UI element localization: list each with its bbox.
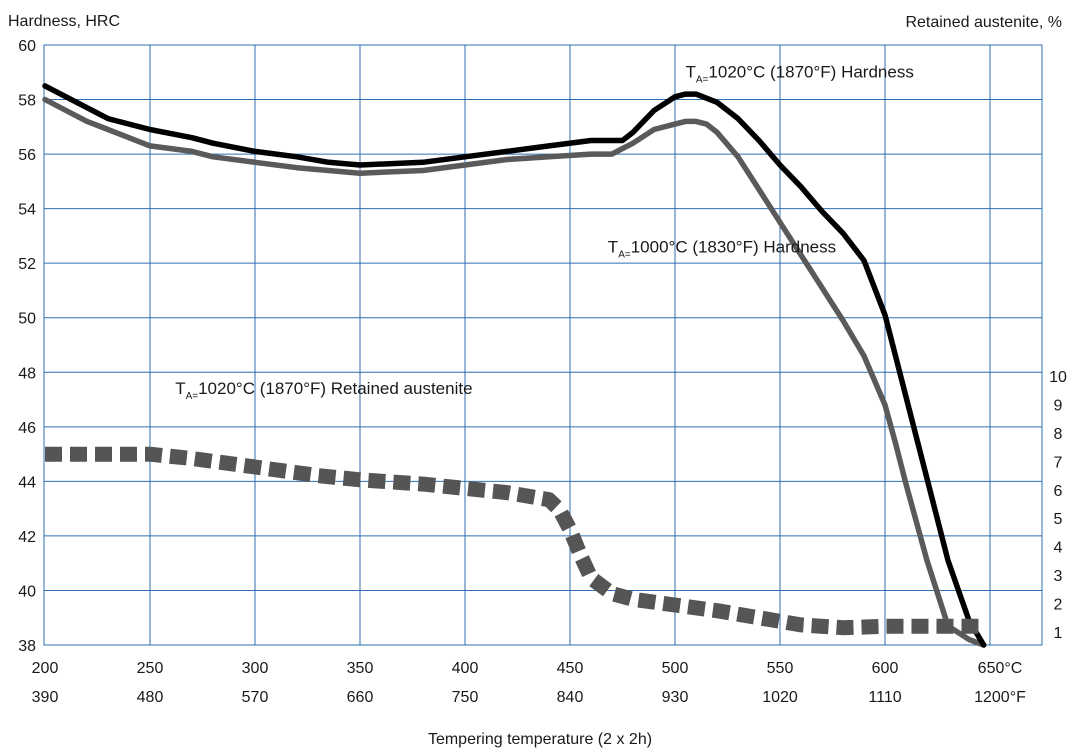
y-right-tick-label: 6 bbox=[1054, 483, 1063, 500]
y-right-tick-label: 5 bbox=[1054, 511, 1063, 528]
left-axis-title: Hardness, HRC bbox=[8, 13, 120, 30]
x-tick-label-celsius: 200 bbox=[32, 660, 59, 677]
series-annotation: TA=1020°C (1870°F) Hardness bbox=[686, 63, 914, 86]
x-tick-label-fahrenheit: 1200°F bbox=[974, 689, 1026, 706]
right-axis-title: Retained austenite, % bbox=[905, 14, 1062, 31]
series-annotation: TA=1020°C (1870°F) Retained austenite bbox=[175, 379, 472, 402]
x-tick-label-celsius: 500 bbox=[662, 660, 689, 677]
plot-frame bbox=[43, 44, 1043, 646]
x-tick-label-fahrenheit: 390 bbox=[32, 689, 59, 706]
y-right-tick-label: 2 bbox=[1054, 597, 1063, 614]
x-tick-label-fahrenheit: 480 bbox=[137, 689, 164, 706]
series-line bbox=[42, 96, 987, 648]
x-tick-label-fahrenheit: 750 bbox=[452, 689, 479, 706]
y-left-tick-label: 58 bbox=[18, 93, 36, 110]
y-right-tick-label: 10 bbox=[1049, 369, 1067, 386]
y-right-tick-label: 7 bbox=[1054, 454, 1063, 471]
series-line bbox=[45, 446, 984, 636]
x-tick-label-fahrenheit: 930 bbox=[662, 689, 689, 706]
series-layer bbox=[42, 83, 987, 648]
y-right-tick-label: 8 bbox=[1054, 426, 1063, 443]
y-left-tick-label: 42 bbox=[18, 529, 36, 546]
x-tick-label-celsius: 600 bbox=[872, 660, 899, 677]
y-left-tick-label: 60 bbox=[18, 38, 36, 55]
annotations-layer: TA=1020°C (1870°F) Hardness TA=1000°C (18… bbox=[175, 63, 914, 402]
x-tick-label-celsius: 400 bbox=[452, 660, 479, 677]
y-left-tick-label: 52 bbox=[18, 256, 36, 273]
y-left-tick-label: 44 bbox=[18, 474, 36, 491]
y-left-tick-label: 40 bbox=[18, 583, 36, 600]
x-tick-label-celsius: 300 bbox=[242, 660, 269, 677]
x-tick-label-celsius: 650°C bbox=[978, 660, 1023, 677]
series-annotation: TA=1000°C (1830°F) Hardness bbox=[608, 237, 836, 260]
x-tick-label-fahrenheit: 660 bbox=[347, 689, 374, 706]
x-tick-label-fahrenheit: 1020 bbox=[762, 689, 798, 706]
y-left-tick-label: 38 bbox=[18, 638, 36, 655]
y-right-tick-label: 1 bbox=[1054, 625, 1063, 642]
y-left-tick-label: 56 bbox=[18, 147, 36, 164]
y-left-tick-label: 46 bbox=[18, 420, 36, 437]
x-tick-label-celsius: 350 bbox=[347, 660, 374, 677]
grid bbox=[44, 45, 1042, 645]
x-tick-label-fahrenheit: 1110 bbox=[868, 689, 901, 706]
x-axis-title: Tempering temperature (2 x 2h) bbox=[428, 731, 652, 748]
tick-labels: 3840424446485052545658601234567891020039… bbox=[18, 38, 1067, 706]
x-tick-label-celsius: 250 bbox=[137, 660, 164, 677]
x-tick-label-fahrenheit: 840 bbox=[557, 689, 584, 706]
y-left-tick-label: 54 bbox=[18, 202, 36, 219]
x-tick-label-celsius: 550 bbox=[767, 660, 794, 677]
y-right-tick-label: 3 bbox=[1054, 568, 1063, 585]
x-tick-label-fahrenheit: 570 bbox=[242, 689, 269, 706]
y-right-tick-label: 4 bbox=[1054, 540, 1063, 557]
y-right-tick-label: 9 bbox=[1054, 397, 1063, 414]
y-left-tick-label: 48 bbox=[18, 365, 36, 382]
y-left-tick-label: 50 bbox=[18, 311, 36, 328]
x-tick-label-celsius: 450 bbox=[557, 660, 584, 677]
series-line bbox=[42, 83, 987, 648]
